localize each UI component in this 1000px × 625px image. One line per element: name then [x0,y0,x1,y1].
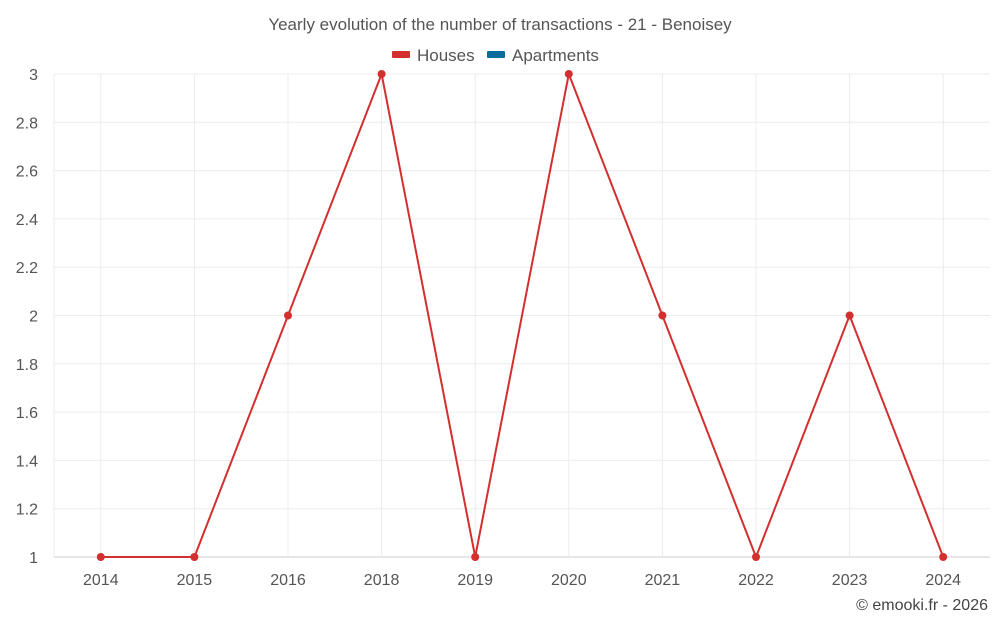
data-point-houses[interactable] [190,553,199,561]
data-point-houses[interactable] [377,70,386,78]
x-tick-label: 2014 [83,572,119,589]
x-axis-ticks: 2014 2015 2016 2018 2019 2020 2021 2022 2023 2024 [83,572,961,589]
series-line-houses [100,73,945,558]
x-tick-label: 2021 [645,572,681,589]
x-tick-label: 2023 [832,572,868,589]
data-point-houses[interactable] [96,553,105,561]
y-tick-label: 2.4 [16,212,38,229]
data-point-houses[interactable] [752,553,760,561]
data-point-houses[interactable] [564,70,573,78]
x-tick-label: 2016 [270,572,306,589]
legend-item-apartments[interactable]: Apartments [487,46,599,65]
credit-text: © emooki.fr - 2026 [856,597,988,614]
y-tick-label: 2.2 [16,260,38,277]
legend-item-houses[interactable]: Houses [392,46,475,65]
x-tick-label: 2020 [551,572,587,589]
y-tick-label: 1.8 [16,357,38,374]
y-tick-label: 3 [29,67,38,84]
y-tick-label: 2.6 [16,164,38,181]
x-tick-label: 2024 [925,572,961,589]
x-tick-label: 2018 [364,572,400,589]
y-tick-label: 1.6 [16,405,38,422]
legend-label-houses[interactable]: Houses [417,46,475,65]
data-point-houses[interactable] [471,553,480,561]
y-tick-label: 1.4 [16,453,38,470]
y-tick-label: 2 [29,309,38,326]
y-tick-label: 2.8 [16,115,38,132]
legend-swatch-houses [392,51,410,58]
data-point-houses[interactable] [284,311,292,320]
data-point-houses[interactable] [658,311,667,320]
y-tick-label: 1.2 [16,502,38,519]
x-tick-label: 2015 [177,572,213,589]
y-tick-label: 1 [29,550,38,567]
series-houses [96,70,948,561]
legend-label-apartments[interactable]: Apartments [512,46,599,65]
data-point-houses[interactable] [845,311,854,320]
chart-title: Yearly evolution of the number of transa… [268,15,732,34]
legend[interactable]: Houses Apartments [392,46,599,65]
x-tick-label: 2019 [457,572,493,589]
data-point-houses[interactable] [939,553,948,561]
legend-swatch-apartments [487,51,505,58]
x-tick-label: 2022 [738,572,774,589]
y-axis-ticks: 1 1.2 1.4 1.6 1.8 2 2.2 2.4 2.6 2.8 3 [16,67,38,567]
